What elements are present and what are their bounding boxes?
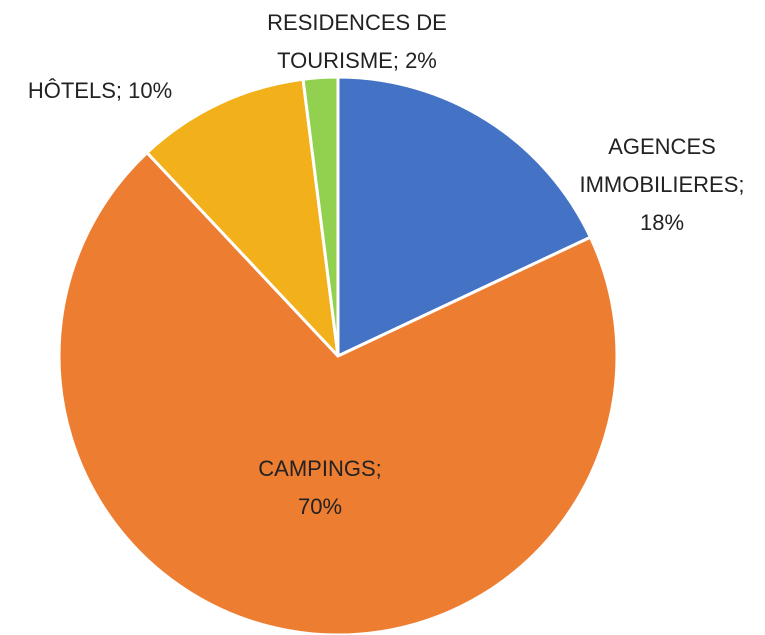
pie-slice: [336, 75, 592, 358]
pie-slice: [57, 151, 619, 635]
data-label: CAMPINGS; 70%: [258, 456, 382, 519]
data-label: AGENCES IMMOBILIERES; 18%: [579, 134, 745, 235]
pie-slice: [145, 77, 340, 358]
data-label: RESIDENCES DE TOURISME; 2%: [267, 10, 447, 73]
pie-slice: [301, 75, 340, 358]
data-label: HÔTELS; 10%: [27, 78, 173, 103]
